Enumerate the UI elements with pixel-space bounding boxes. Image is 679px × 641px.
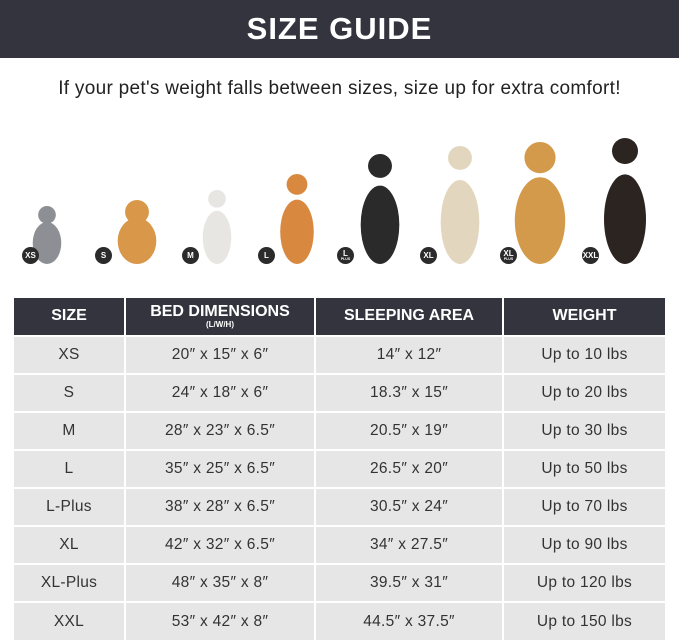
table-cell: 44.5″ x 37.5″ <box>315 601 504 640</box>
table-row: L-Plus 38″ x 28″ x 6.5″ 30.5″ x 24″ Up to 7… <box>14 487 665 526</box>
col-bed-sub: (L/W/H) <box>206 319 234 329</box>
size-badge: S <box>95 247 112 264</box>
table-cell: 53″ x 42″ x 8″ <box>125 601 316 640</box>
labrador-image <box>440 146 480 264</box>
table-cell: XS <box>14 335 126 374</box>
shiba-inu-image <box>280 174 314 264</box>
size-badge: L PLUS <box>337 247 354 264</box>
col-size: SIZE <box>14 298 126 336</box>
size-badge: XS <box>22 247 39 264</box>
table-cell: 38″ x 28″ x 6.5″ <box>125 487 316 526</box>
table-cell: 34″ x 27.5″ <box>315 525 504 564</box>
size-badge-label: XXL <box>582 250 599 260</box>
table-cell: 48″ x 35″ x 8″ <box>125 563 316 602</box>
golden-retriever-image <box>514 142 566 264</box>
table-cell: S <box>14 373 126 412</box>
table-cell: XL-Plus <box>14 563 126 602</box>
table-row: S 24″ x 18″ x 6″ 18.3″ x 15″ Up to 20 lbs <box>14 373 665 412</box>
size-badge: M <box>182 247 199 264</box>
table-row: XL 42″ x 32″ x 6.5″ 34″ x 27.5″ Up to 90 lb… <box>14 525 665 564</box>
table-cell: 35″ x 25″ x 6.5″ <box>125 449 316 488</box>
table-cell: M <box>14 411 126 450</box>
table-cell: L-Plus <box>14 487 126 526</box>
size-badge-label: S <box>100 250 107 260</box>
table-cell: Up to 90 lbs <box>503 525 665 564</box>
table-cell: 20″ x 15″ x 6″ <box>125 335 316 374</box>
table-cell: 26.5″ x 20″ <box>315 449 504 488</box>
size-badge: L <box>258 247 275 264</box>
col-weight: WEIGHT <box>503 298 665 336</box>
size-badge-label: M <box>187 250 194 260</box>
table-row: XS 20″ x 15″ x 6″ 14″ x 12″ Up to 10 lbs <box>14 335 665 374</box>
table-row: XL-Plus 48″ x 35″ x 8″ 39.5″ x 31″ Up to 12… <box>14 563 665 602</box>
doberman-image <box>604 138 646 264</box>
table-cell: Up to 70 lbs <box>503 487 665 526</box>
table-row: M 28″ x 23″ x 6.5″ 20.5″ x 19″ Up to 30 lbs <box>14 411 665 450</box>
table-cell: Up to 120 lbs <box>503 563 665 602</box>
size-badge-plus: PLUS <box>503 256 514 261</box>
size-badge: XL <box>420 247 437 264</box>
table-cell: L <box>14 449 126 488</box>
size-badge-label: L <box>343 248 348 258</box>
table-cell: Up to 150 lbs <box>503 601 665 640</box>
size-badge-label: XS <box>25 250 36 260</box>
col-sleeping-area: SLEEPING AREA <box>315 298 504 336</box>
table-row: L 35″ x 25″ x 6.5″ 26.5″ x 20″ Up to 50 lbs <box>14 449 665 488</box>
table-cell: 30.5″ x 24″ <box>315 487 504 526</box>
table-cell: 28″ x 23″ x 6.5″ <box>125 411 316 450</box>
table-cell: 14″ x 12″ <box>315 335 504 374</box>
table-cell: 20.5″ x 19″ <box>315 411 504 450</box>
table-cell: XL <box>14 525 126 564</box>
size-badge-label: XL <box>423 250 434 260</box>
table-cell: XXL <box>14 601 126 640</box>
table-cell: 39.5″ x 31″ <box>315 563 504 602</box>
french-bulldog-image <box>202 190 232 264</box>
table-cell: Up to 20 lbs <box>503 373 665 412</box>
pomeranian-image <box>117 200 157 264</box>
table-header-row: SIZE BED DIMENSIONS (L/W/H) SLEEPING AREA… <box>14 298 665 336</box>
table-cell: Up to 10 lbs <box>503 335 665 374</box>
table-cell: 18.3″ x 15″ <box>315 373 504 412</box>
table-row: XXL 53″ x 42″ x 8″ 44.5″ x 37.5″ Up to 150 … <box>14 601 665 640</box>
col-bed-dimensions: BED DIMENSIONS (L/W/H) <box>125 298 316 336</box>
col-bed-label: BED DIMENSIONS <box>150 302 290 320</box>
table-cell: Up to 30 lbs <box>503 411 665 450</box>
cat-image <box>32 206 62 264</box>
size-badge: XXL <box>582 247 599 264</box>
subtitle: If your pet's weight falls between sizes… <box>58 78 621 99</box>
size-badge-label: XL <box>503 248 514 258</box>
header-title: SIZE GUIDE <box>0 0 679 58</box>
size-table: SIZE BED DIMENSIONS (L/W/H) SLEEPING AREA… <box>14 298 665 640</box>
size-badge-plus: PLUS <box>340 256 351 261</box>
size-badge: XL PLUS <box>500 247 517 264</box>
pet-lineup: XS S M L L PLUS XL XL PLUS XXL <box>0 138 679 270</box>
size-badge-label: L <box>264 250 269 260</box>
table-cell: 24″ x 18″ x 6″ <box>125 373 316 412</box>
border-collie-image <box>360 154 400 264</box>
table-cell: Up to 50 lbs <box>503 449 665 488</box>
table-cell: 42″ x 32″ x 6.5″ <box>125 525 316 564</box>
